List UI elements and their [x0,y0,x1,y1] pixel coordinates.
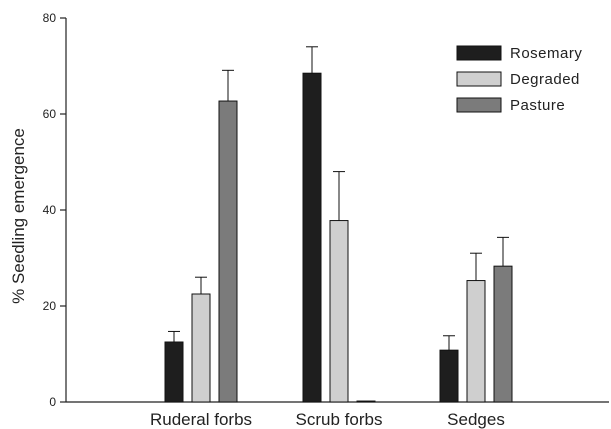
x-category-label: Sedges [447,410,505,429]
bar-degraded-1 [191,293,211,403]
bar-rosemary-2 [302,72,322,403]
legend-label-pasture: Pasture [510,97,565,114]
y-tick-label: 60 [43,107,57,121]
bar-rosemary-1 [164,341,184,403]
legend-label-degraded: Degraded [510,71,580,88]
bars [164,46,513,403]
y-tick-label: 20 [43,299,57,313]
legend-swatch-rosemary [456,45,502,61]
y-tick-label: 80 [43,11,57,25]
legend-label-rosemary: Rosemary [510,45,582,62]
bar-pasture-1 [218,100,238,403]
axes: 0 20 40 60 80 Ruderal forbs Scrub forbs Sedges [43,11,609,429]
y-tick-label: 0 [49,395,56,409]
y-axis-title: % Seedling emergence [9,128,28,304]
y-tick-label: 40 [43,203,57,217]
bar-rosemary-3 [439,349,459,403]
bar-pasture-2 [356,400,376,403]
x-category-label: Scrub forbs [296,410,383,429]
legend-swatch-pasture [456,97,502,113]
x-category-label: Ruderal forbs [150,410,252,429]
bar-degraded-3 [466,280,486,403]
bar-pasture-3 [493,265,513,403]
legend: Rosemary Degraded Pasture [456,45,582,114]
bar-degraded-2 [329,220,349,403]
legend-swatch-degraded [456,71,502,87]
